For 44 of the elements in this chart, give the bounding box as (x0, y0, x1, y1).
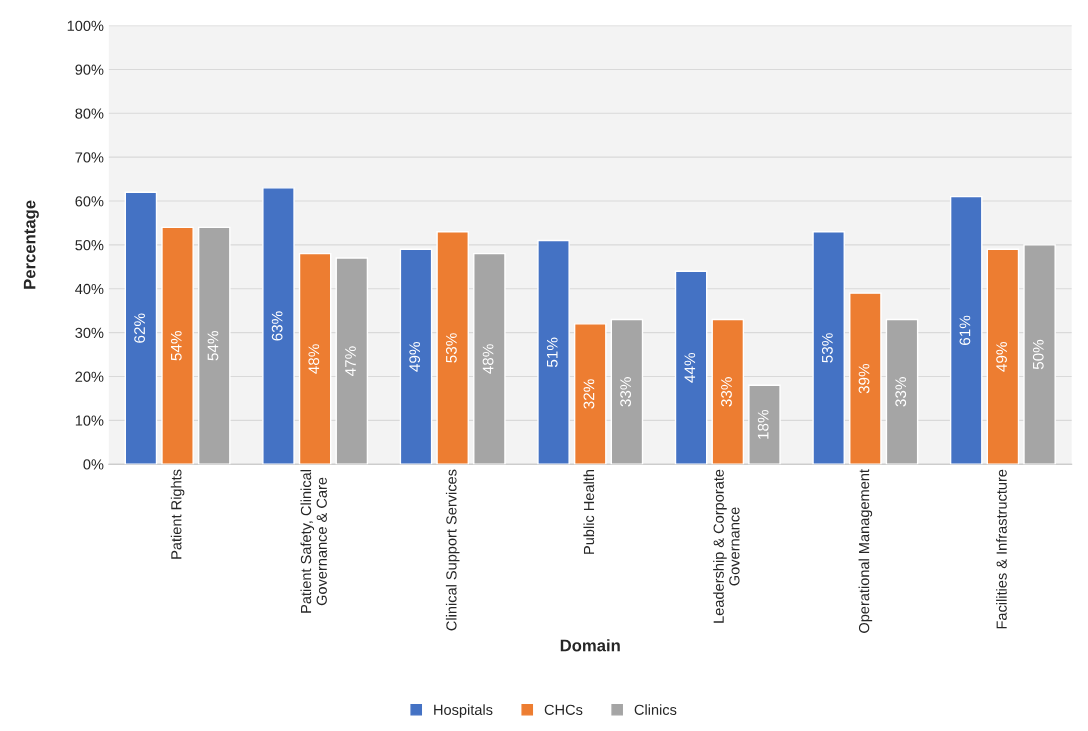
x-axis-title: Domain (560, 639, 620, 652)
data-label: 63% (271, 311, 283, 341)
data-label: 50% (1032, 339, 1044, 370)
y-tick-label: 10% (75, 415, 104, 426)
data-label: 33% (895, 377, 907, 407)
data-label: 39% (858, 363, 870, 394)
data-label: 44% (684, 352, 696, 383)
y-tick-label: 60% (75, 196, 104, 207)
legend-label: Hospitals (434, 704, 493, 718)
data-label: 51% (546, 337, 558, 368)
y-tick-label: 100% (67, 20, 104, 32)
data-label: 33% (620, 377, 632, 407)
y-axis-title: Percentage (23, 200, 39, 289)
data-label: 61% (959, 315, 971, 345)
data-label: 54% (207, 331, 219, 361)
data-label: 33% (721, 377, 732, 407)
y-tick-label: 70% (75, 152, 104, 163)
y-tick-label: 90% (75, 64, 104, 75)
x-tick-label: Patient Rights (170, 469, 185, 559)
y-tick-label: 30% (75, 327, 104, 339)
data-label: 48% (482, 344, 494, 374)
y-tick-label: 40% (75, 283, 104, 295)
legend-label: Clinics (634, 704, 677, 715)
data-label: 62% (134, 313, 145, 343)
y-tick-label: 80% (75, 108, 104, 119)
data-label: 53% (445, 333, 457, 363)
data-label: 54% (170, 331, 182, 361)
data-label: 18% (757, 409, 769, 439)
x-tick-label: Leadership & Corporate Governance (713, 469, 740, 623)
data-label: 47% (345, 346, 356, 377)
data-label: 53% (821, 333, 833, 363)
y-tick-label: 20% (75, 371, 104, 382)
x-tick-label: Patient Safety, Clinical Governance & Care (300, 470, 327, 613)
x-tick-label: Facilities & Infrastructure (996, 469, 1007, 629)
y-tick-label: 0% (83, 459, 104, 470)
x-tick-label: Clinical Support Services (445, 469, 460, 631)
data-label: 32% (583, 379, 595, 409)
legend-label: CHCs (544, 704, 583, 715)
data-label: 49% (996, 341, 1007, 372)
x-tick-label: Operational Management (858, 469, 873, 633)
data-label: 49% (409, 341, 421, 372)
y-tick-label: 50% (75, 239, 104, 251)
data-label: 48% (308, 344, 320, 374)
x-tick-label: Public Health (583, 469, 595, 554)
